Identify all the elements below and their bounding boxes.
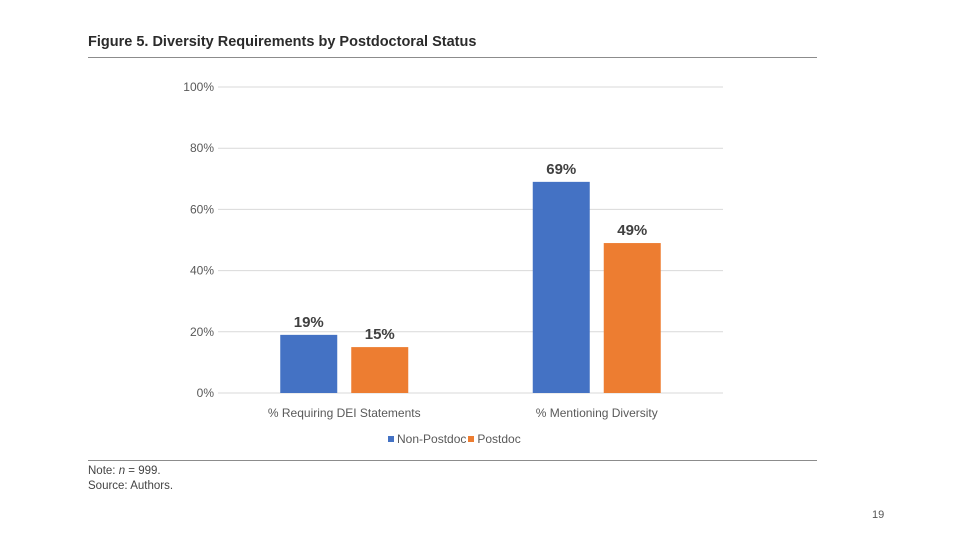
y-tick-label: 20%: [190, 325, 214, 339]
data-label: 19%: [294, 314, 324, 331]
data-label: 49%: [617, 222, 647, 239]
data-label: 69%: [546, 161, 576, 178]
bar: [280, 334, 338, 393]
note-n-symbol: n: [118, 465, 126, 477]
figure-title: Figure 5. Diversity Requirements by Post…: [88, 34, 477, 50]
note-n-value: = 999.: [125, 465, 161, 477]
y-tick-label: 80%: [190, 141, 214, 155]
legend-item-non-postdoc: Non-Postdoc: [386, 432, 466, 446]
bar: [351, 347, 409, 393]
category-label: % Requiring DEI Statements: [268, 406, 421, 420]
legend-swatch-postdoc: [468, 436, 475, 442]
bar: [532, 181, 590, 393]
note-divider: [88, 460, 817, 461]
bar: [603, 243, 661, 393]
source-line: Source: Authors.: [88, 480, 174, 492]
category-label: % Mentioning Diversity: [536, 406, 658, 420]
legend-label-postdoc: Postdoc: [477, 432, 521, 446]
y-tick-label: 60%: [190, 202, 214, 216]
y-tick-label: 40%: [190, 264, 214, 278]
legend-item-postdoc: Postdoc: [466, 432, 521, 446]
page-number: 19: [872, 509, 885, 521]
y-tick-label: 0%: [197, 386, 215, 400]
data-label: 15%: [365, 326, 395, 343]
legend-label-non-postdoc: Non-Postdoc: [397, 432, 467, 446]
note-line: Note: n = 999.: [88, 465, 161, 477]
note-prefix: Note:: [88, 465, 119, 477]
chart-legend: Non-Postdoc Postdoc: [386, 432, 521, 446]
y-tick-label: 100%: [183, 80, 214, 94]
title-divider: [88, 57, 817, 58]
legend-swatch-non-postdoc: [388, 436, 394, 442]
